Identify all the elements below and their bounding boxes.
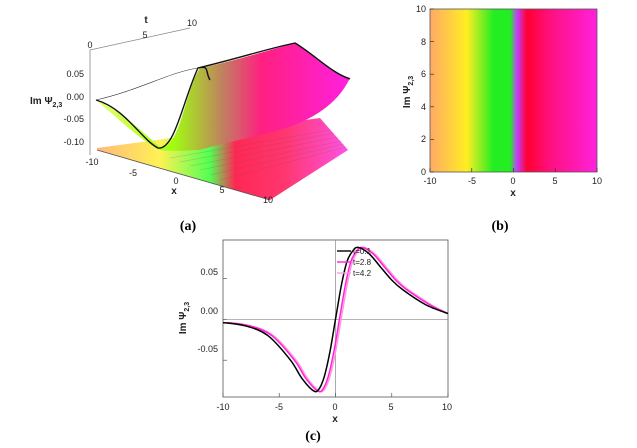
panel-a-taxis-line	[89, 27, 191, 51]
panel-a-t-label: t	[144, 15, 148, 26]
panel-b-ticks	[429, 8, 598, 173]
panel-a-x-tick: -10	[85, 157, 98, 167]
panel-b-y-tick: 10	[416, 4, 426, 14]
panel-a-z-label-main: Im Ψ	[30, 96, 53, 107]
panel-a-z-tick: 0.00	[66, 92, 84, 102]
panel-b-y-label-main: Im Ψ	[402, 86, 413, 109]
panel-a-z-label: Im Ψ2,3	[30, 96, 62, 109]
panel-c-label: (c)	[305, 429, 321, 444]
panel-b-y-label-sub: 2,3	[408, 76, 415, 86]
panel-c-x-tick: 5	[388, 402, 393, 412]
panel-a-floor-contours	[169, 129, 347, 181]
legend-entry: t=2.8	[353, 258, 372, 267]
panel-b-y-tick: 6	[421, 69, 426, 79]
panel-c-legend: t=0.1 t=2.8 t=4.2	[337, 247, 372, 278]
series-line-t=4.2	[228, 246, 449, 393]
panel-a-z-tick: -0.05	[63, 114, 84, 124]
panel-a-floor-density	[97, 118, 348, 200]
panel-a-x-tick: 5	[219, 185, 224, 195]
panel-a-surface	[96, 43, 350, 151]
panel-a-t-tick: 0	[87, 40, 92, 50]
panel-a-x-tick: 0	[173, 176, 178, 186]
panel-a-x-tick: 10	[263, 195, 273, 205]
panel-a-x-tick: -5	[129, 168, 137, 178]
panel-b: -10 -5 0 5 10 x 0 2 4 6 8 10 Im Ψ2,3 (b)	[402, 4, 602, 234]
panel-b-x-label: x	[510, 188, 516, 199]
panel-c-y-tick: 0.00	[200, 306, 218, 316]
panel-a-z-tick: 0.05	[66, 69, 84, 79]
legend-entry: t=4.2	[353, 269, 372, 278]
panel-b-y-tick: 2	[421, 134, 426, 144]
panel-a-surface-front-edge	[95, 66, 211, 149]
panel-c: -10 -5 0 5 10 x 0.05 0.00 -0.05 Im Ψ2,3 …	[178, 239, 452, 444]
panel-c-y-label-sub: 2,3	[184, 302, 191, 312]
panel-a: 0 5 10 t 0.05 0.00 -0.05 -0.10 Im Ψ2,3 -…	[30, 15, 351, 234]
panel-c-y-label-main: Im Ψ	[178, 312, 189, 335]
panel-a-xaxis-line	[96, 149, 271, 201]
panel-c-y-tick: -0.05	[197, 344, 218, 354]
panel-b-x-tick: -5	[468, 176, 476, 186]
series-line-t=2.8	[226, 246, 449, 393]
panel-b-x-tick: 0	[510, 176, 515, 186]
panel-c-y-tick: 0.05	[200, 267, 218, 277]
panel-c-x-tick: 10	[442, 402, 452, 412]
panel-a-t-tick: 5	[142, 30, 147, 40]
panel-c-x-tick: 0	[332, 402, 337, 412]
panel-c-y-label: Im Ψ2,3	[178, 302, 191, 334]
panel-c-x-tick: -10	[216, 402, 229, 412]
panel-b-y-tick: 8	[421, 37, 426, 47]
panel-b-density-plot	[430, 9, 597, 172]
panel-a-t-tick: 10	[187, 18, 197, 28]
legend-entry: t=0.1	[353, 247, 372, 256]
panel-c-x-label: x	[332, 414, 338, 425]
panel-b-x-tick: 10	[592, 176, 602, 186]
panel-c-x-tick: -5	[275, 402, 283, 412]
panel-a-z-tick: -0.10	[63, 137, 84, 147]
panel-b-x-tick: 5	[552, 176, 557, 186]
panel-b-y-label: Im Ψ2,3	[402, 76, 415, 108]
panel-b-y-tick: 0	[421, 167, 426, 177]
panel-a-surface-back-edge	[197, 42, 351, 80]
panel-b-label: (b)	[491, 219, 508, 234]
panel-c-lines	[222, 246, 449, 393]
panel-a-label: (a)	[180, 219, 197, 234]
panel-a-x-label: x	[171, 186, 177, 197]
panel-a-z-label-sub: 2,3	[53, 102, 63, 109]
panel-b-x-tick: -10	[423, 176, 436, 186]
series-line-t=0.1	[222, 246, 449, 393]
panel-a-surface-left-edge	[95, 67, 199, 101]
panel-b-y-tick: 4	[421, 102, 426, 112]
